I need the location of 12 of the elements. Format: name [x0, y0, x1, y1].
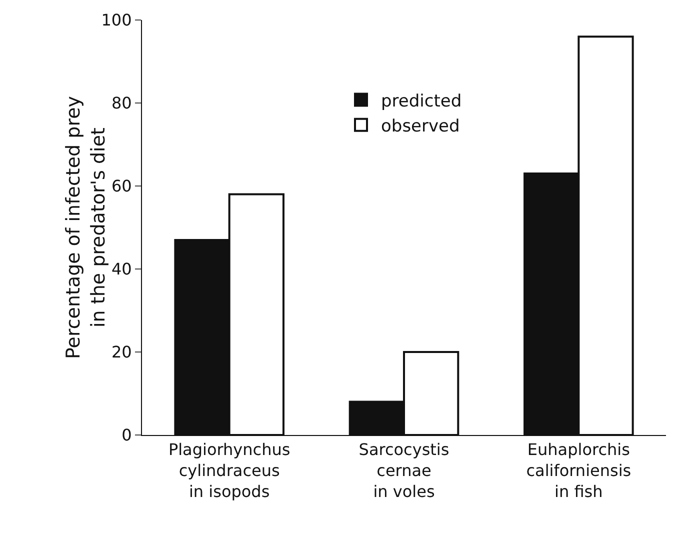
y-tick-label: 80	[111, 94, 132, 113]
y-tick-label: 20	[111, 342, 132, 362]
y-tick-label: 40	[111, 260, 132, 279]
y-tick-label: 100	[101, 10, 132, 30]
legend-label: observed	[381, 116, 460, 137]
y-tick-label: 60	[111, 176, 132, 196]
y-tick-label: 0	[122, 426, 132, 445]
x-tick-label: Sarcocystis cernae in voles	[358, 440, 450, 501]
legend-label: predicted	[381, 91, 462, 112]
x-tick-label: Euhaplorchis californiensis in fish	[526, 440, 632, 501]
x-tick-label: Plagiorhynchus cylindraceus in isopods	[168, 440, 290, 501]
y-axis-title: Percentage of infected prey in the predator's diet	[62, 96, 110, 360]
